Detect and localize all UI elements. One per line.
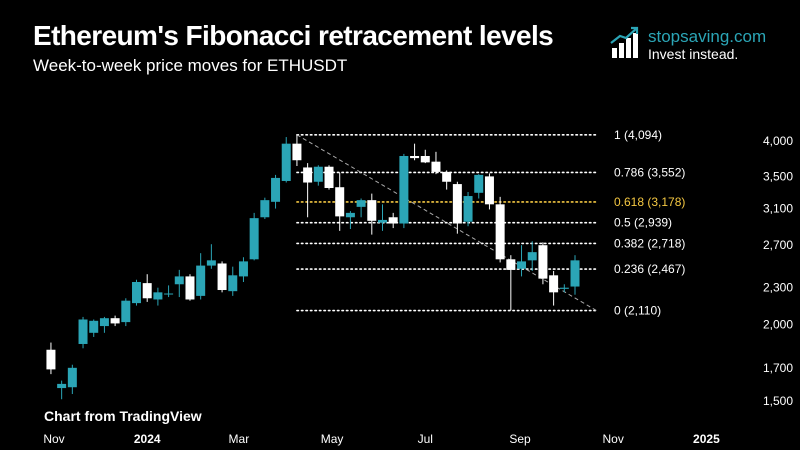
candle-body (335, 187, 345, 217)
candle-body (452, 184, 462, 224)
chart-credit: Chart from TradingView (44, 408, 202, 424)
candle-body (142, 283, 152, 299)
x-axis-tick-label: Nov (603, 432, 624, 446)
x-axis-tick-label: Jul (418, 432, 433, 446)
candle-body (185, 276, 195, 300)
x-axis-tick-label: Mar (229, 432, 250, 446)
candle-body (99, 318, 109, 327)
candle-body (570, 260, 580, 287)
candle-body (46, 349, 56, 370)
candle-body (206, 260, 216, 266)
candle-body (110, 318, 120, 324)
candle-body (367, 200, 377, 221)
candle-body (538, 245, 548, 279)
candle-body (217, 263, 227, 291)
candle-body (549, 275, 559, 293)
candle-body (420, 155, 430, 163)
candle-body (153, 292, 163, 300)
candle-body (67, 367, 77, 388)
candle-body (410, 155, 420, 159)
fib-level-label: 1 (4,094) (614, 128, 662, 142)
trendline (296, 134, 597, 311)
candle-body (281, 143, 291, 181)
candle-body (495, 204, 505, 260)
fib-level-label: 0.786 (3,552) (614, 165, 685, 179)
candle-body (164, 293, 174, 295)
candle-body (324, 166, 334, 189)
candle-body (132, 281, 142, 304)
x-axis-tick-label: 2025 (693, 432, 720, 446)
candle-body (527, 252, 537, 261)
fib-level-label: 0.382 (2,718) (614, 236, 685, 250)
fib-level-label: 0 (2,110) (614, 304, 661, 318)
candle-body (260, 200, 270, 218)
candle-body (89, 320, 99, 333)
candle-body (517, 261, 527, 269)
y-axis-tick-label: 2,700 (763, 238, 793, 252)
candle-body (356, 200, 366, 207)
candle-body (388, 217, 398, 224)
candle-body (431, 161, 441, 172)
y-axis-tick-label: 1,700 (763, 361, 793, 375)
candle-body (249, 218, 259, 260)
y-axis-tick-label: 1,500 (763, 394, 793, 408)
candle-body (399, 155, 409, 224)
candle-body (506, 259, 516, 270)
x-axis-tick-label: Sep (509, 432, 531, 446)
candle-body (78, 319, 88, 344)
brand-tagline: Invest instead. (648, 46, 739, 62)
candle-body (303, 167, 313, 183)
candle-body (484, 176, 494, 205)
x-axis-tick-label: 2024 (134, 432, 161, 446)
fib-level-label: 0.5 (2,939) (614, 216, 672, 230)
bar-chart-growth-icon (610, 26, 639, 58)
chart-subtitle: Week-to-week price moves for ETHUSDT (33, 56, 348, 75)
candle-body (292, 143, 302, 161)
fib-level-label: 0.618 (3,178) (614, 195, 685, 209)
y-axis-tick-label: 2,000 (763, 318, 793, 332)
brand-name: stopsaving.com (648, 27, 767, 46)
y-axis-tick-label: 2,300 (763, 281, 793, 295)
candle-body (345, 212, 355, 218)
candle-body (463, 196, 473, 222)
chart-title: Ethereum's Fibonacci retracement levels (33, 20, 554, 51)
y-axis-tick-label: 3,100 (763, 202, 793, 216)
y-axis-tick-label: 3,500 (763, 169, 793, 183)
x-axis-tick-label: Nov (43, 432, 64, 446)
candle-body (442, 171, 452, 182)
candle-body (559, 287, 569, 289)
candle-body (228, 275, 238, 292)
candle-body (377, 219, 387, 223)
candle-body (238, 261, 248, 277)
brand-logo[interactable]: stopsaving.com Invest instead. (610, 26, 790, 66)
x-axis-tick-label: May (321, 432, 344, 446)
fib-level-label: 0.236 (2,467) (614, 262, 685, 276)
candle-body (313, 166, 323, 182)
candle-body (271, 177, 281, 202)
candle-body (174, 276, 184, 285)
candle-body (474, 174, 484, 193)
candle-body (121, 300, 131, 323)
candle-body (196, 265, 206, 296)
candle-body (57, 383, 67, 389)
y-axis-tick-label: 4,000 (763, 134, 793, 148)
